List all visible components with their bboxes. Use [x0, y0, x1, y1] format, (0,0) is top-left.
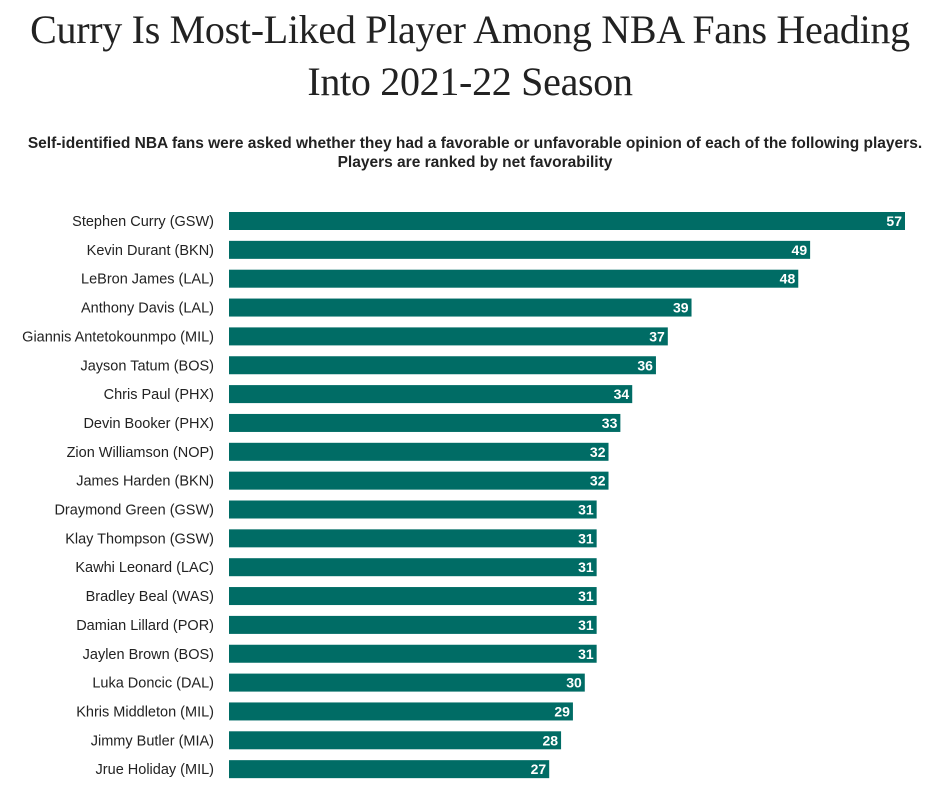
category-label: Jaylen Brown (BOS): [83, 647, 214, 663]
bar: [229, 731, 562, 750]
bar: [229, 558, 597, 577]
value-label: 34: [614, 386, 630, 402]
bar: [229, 240, 811, 259]
bar: [229, 442, 609, 461]
value-label: 29: [554, 703, 570, 719]
value-label: 31: [578, 559, 594, 575]
value-label: 49: [792, 242, 808, 258]
category-label: Devin Booker (PHX): [83, 416, 214, 432]
bar: [229, 269, 799, 288]
value-label: 39: [673, 300, 689, 316]
value-label: 57: [886, 213, 902, 229]
category-label: Khris Middleton (MIL): [76, 704, 214, 720]
bar: [229, 529, 597, 548]
bar: [229, 500, 597, 519]
bar: [229, 212, 905, 230]
bar: [229, 615, 597, 634]
category-label: Luka Doncic (DAL): [92, 676, 214, 692]
chart-title: Curry Is Most-Liked Player Among NBA Fan…: [30, 7, 910, 104]
category-label: Giannis Antetokounmpo (MIL): [22, 329, 214, 345]
value-label: 33: [602, 415, 618, 431]
category-label: Chris Paul (PHX): [104, 387, 214, 403]
value-label: 31: [578, 646, 594, 662]
value-label: 32: [590, 444, 606, 460]
bar: [229, 356, 656, 375]
category-label: Jayson Tatum (BOS): [80, 358, 214, 374]
category-label: Stephen Curry (GSW): [72, 214, 214, 230]
value-label: 31: [578, 502, 594, 518]
category-label: Draymond Green (GSW): [54, 503, 214, 519]
bar: [229, 673, 585, 692]
category-label: Zion Williamson (NOP): [67, 445, 214, 461]
bar: [229, 702, 573, 721]
value-label: 28: [542, 732, 558, 748]
value-label: 48: [780, 271, 796, 287]
value-label: 31: [578, 588, 594, 604]
value-label: 36: [637, 357, 653, 373]
value-label: 31: [578, 530, 594, 546]
category-label: Damian Lillard (POR): [76, 618, 214, 634]
category-label: Anthony Davis (LAL): [81, 301, 214, 317]
bar: [229, 413, 621, 432]
category-label: Klay Thompson (GSW): [65, 531, 214, 547]
category-label: Kevin Durant (BKN): [87, 243, 214, 259]
category-label: Jimmy Butler (MIA): [91, 733, 214, 749]
value-label: 37: [649, 328, 665, 344]
value-label: 32: [590, 473, 606, 489]
value-label: 30: [566, 675, 582, 691]
bar: [229, 471, 609, 490]
bar: [229, 644, 597, 663]
category-label: Bradley Beal (WAS): [86, 589, 214, 605]
chart-subtitle: Self-identified NBA fans were asked whet…: [27, 135, 923, 171]
category-label: Kawhi Leonard (LAC): [75, 560, 214, 576]
value-label: 31: [578, 617, 594, 633]
bar: [229, 587, 597, 606]
category-label: LeBron James (LAL): [81, 272, 214, 288]
bar: [229, 760, 550, 779]
category-label: Jrue Holiday (MIL): [96, 762, 214, 778]
bar: [229, 327, 668, 346]
category-label: James Harden (BKN): [76, 474, 214, 490]
bar: [229, 385, 633, 404]
value-label: 27: [531, 761, 547, 777]
bar: [229, 298, 692, 317]
